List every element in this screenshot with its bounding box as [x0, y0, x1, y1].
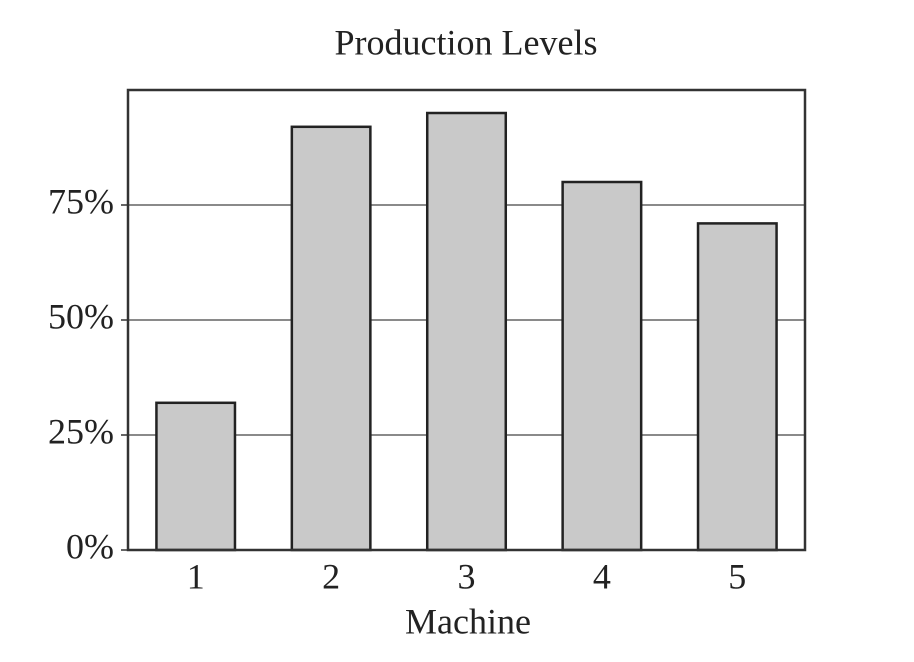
x-axis-label: Machine — [405, 601, 531, 641]
x-tick-label: 4 — [593, 556, 611, 596]
x-tick-label: 3 — [458, 556, 476, 596]
y-tick-label: 0% — [66, 526, 114, 566]
x-tick-label: 2 — [322, 556, 340, 596]
bar — [290, 125, 372, 552]
chart-title: Production Levels — [335, 22, 598, 62]
bar — [425, 111, 508, 552]
y-tick-label: 50% — [48, 296, 114, 336]
y-tick-label: 25% — [48, 411, 114, 451]
bar — [696, 222, 778, 552]
plot-frame — [126, 88, 807, 552]
y-tick-label: 75% — [48, 181, 114, 221]
bar — [561, 180, 643, 552]
x-tick-label: 1 — [187, 556, 205, 596]
bar — [155, 401, 237, 552]
x-tick-label: 5 — [728, 556, 746, 596]
